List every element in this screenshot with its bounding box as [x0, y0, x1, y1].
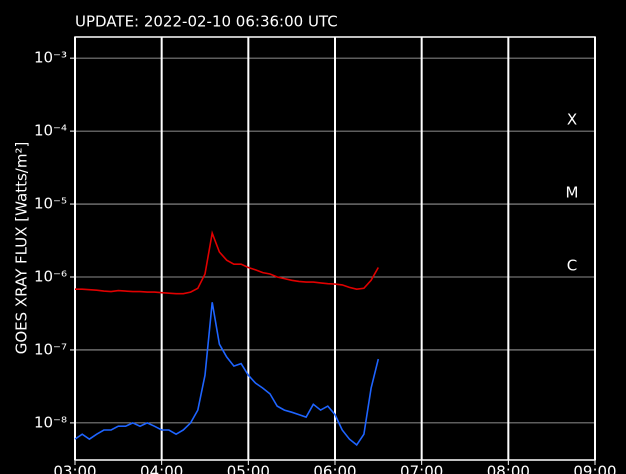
- y-tick-label: 10⁻⁵: [34, 195, 67, 213]
- x-tick-label: 06:00: [313, 463, 356, 474]
- x-tick-label: 07:00: [400, 463, 443, 474]
- y-tick-label: 10⁻³: [34, 49, 67, 67]
- flare-class-label: M: [566, 184, 579, 202]
- y-tick-label: 10⁻⁷: [34, 340, 67, 358]
- chart-title: UPDATE: 2022-02-10 06:36:00 UTC: [75, 13, 338, 31]
- y-axis-label: GOES XRAY FLUX [Watts/m²]: [13, 142, 31, 355]
- x-tick-label: 09:00: [573, 463, 616, 474]
- x-tick-label: 04:00: [140, 463, 183, 474]
- y-tick-label: 10⁻⁴: [34, 122, 67, 140]
- series-line: [74, 302, 380, 447]
- y-tick-label: 10⁻⁸: [34, 413, 67, 431]
- x-tick-label: 03:00: [53, 463, 96, 474]
- plot-frame: [74, 36, 596, 461]
- x-tick-label: 08:00: [487, 463, 530, 474]
- x-tick-label: 05:00: [227, 463, 270, 474]
- series-line: [75, 230, 379, 295]
- flare-class-label: C: [567, 257, 577, 275]
- flare-class-label: X: [567, 111, 577, 129]
- y-tick-label: 10⁻⁶: [34, 268, 67, 286]
